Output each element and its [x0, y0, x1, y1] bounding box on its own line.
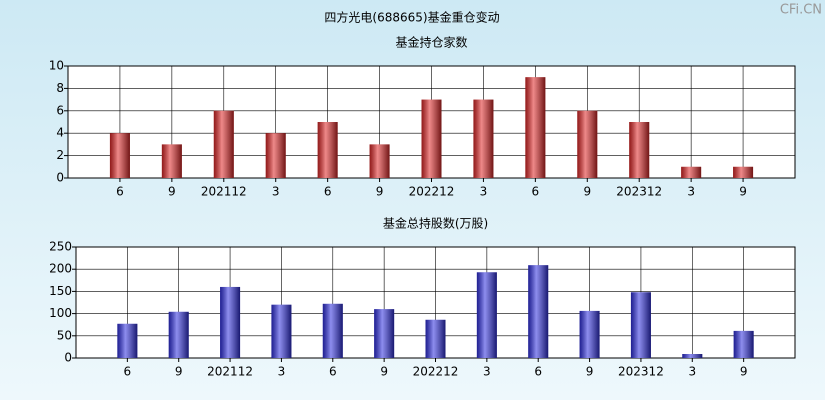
x-tick-label: 6	[534, 365, 542, 379]
bar-shade	[476, 272, 497, 358]
bar-shade	[421, 99, 442, 178]
y-tick-label: 150	[49, 284, 72, 298]
x-tick-label: 9	[376, 185, 384, 199]
bar-shade	[317, 122, 338, 178]
x-tick-label: 9	[380, 365, 388, 379]
bar-shade	[525, 77, 546, 178]
y-tick-label: 8	[56, 81, 64, 95]
x-tick-label: 202212	[413, 365, 459, 379]
bar-shade	[220, 286, 241, 358]
bar-shade	[629, 122, 650, 178]
y-tick-label: 100	[49, 306, 72, 320]
bar-shade	[374, 309, 395, 358]
x-tick-label: 202312	[616, 185, 662, 199]
bar-shade	[271, 304, 292, 358]
bar-shade	[528, 265, 549, 358]
bar-shade	[213, 110, 234, 178]
page-title: 四方光电(688665)基金重仓变动	[324, 10, 499, 25]
bar-shade	[322, 303, 343, 358]
bar-shade	[579, 310, 600, 358]
bar-shade	[473, 99, 494, 178]
x-tick-label: 3	[483, 365, 491, 379]
y-tick-label: 4	[56, 126, 64, 140]
x-tick-label: 6	[324, 185, 332, 199]
chart-title: 基金持仓家数	[395, 35, 467, 50]
x-tick-label: 3	[272, 185, 280, 199]
x-tick-label: 202112	[201, 185, 247, 199]
x-tick-label: 6	[124, 365, 132, 379]
x-tick-label: 3	[688, 365, 696, 379]
chart-title: 基金总持股数(万股)	[383, 216, 488, 231]
bar-shade	[733, 166, 754, 178]
bar-shade	[161, 144, 182, 178]
x-tick-label: 9	[586, 365, 594, 379]
x-tick-label: 3	[480, 185, 488, 199]
bar-shade	[682, 354, 703, 358]
x-tick-label: 202212	[409, 185, 455, 199]
bar-shade	[265, 133, 286, 178]
bar-shade	[733, 330, 754, 358]
bar-shade	[630, 292, 651, 358]
x-tick-label: 9	[168, 185, 176, 199]
bar-shade	[168, 311, 189, 358]
x-tick-label: 9	[739, 185, 747, 199]
x-tick-label: 9	[175, 365, 183, 379]
x-tick-label: 6	[532, 185, 540, 199]
x-tick-label: 6	[329, 365, 337, 379]
x-tick-label: 202312	[618, 365, 664, 379]
bar-shade	[369, 144, 390, 178]
bar-shade	[681, 166, 702, 178]
bar-shade	[425, 319, 446, 358]
bar-shade	[577, 110, 598, 178]
y-tick-label: 2	[56, 148, 64, 162]
x-tick-label: 3	[278, 365, 286, 379]
x-tick-label: 9	[740, 365, 748, 379]
y-tick-label: 0	[56, 171, 64, 185]
bar-shade	[117, 323, 138, 358]
bar-shade	[109, 133, 130, 178]
x-tick-label: 9	[583, 185, 591, 199]
x-tick-label: 3	[687, 185, 695, 199]
y-tick-label: 200	[49, 262, 72, 276]
x-tick-label: 6	[116, 185, 124, 199]
y-tick-label: 50	[57, 328, 72, 342]
y-tick-label: 0	[64, 351, 72, 365]
y-tick-label: 6	[56, 103, 64, 117]
y-tick-label: 250	[49, 240, 72, 254]
y-tick-label: 10	[49, 59, 64, 73]
x-tick-label: 202112	[207, 365, 253, 379]
watermark: CFi.CN	[780, 3, 822, 18]
